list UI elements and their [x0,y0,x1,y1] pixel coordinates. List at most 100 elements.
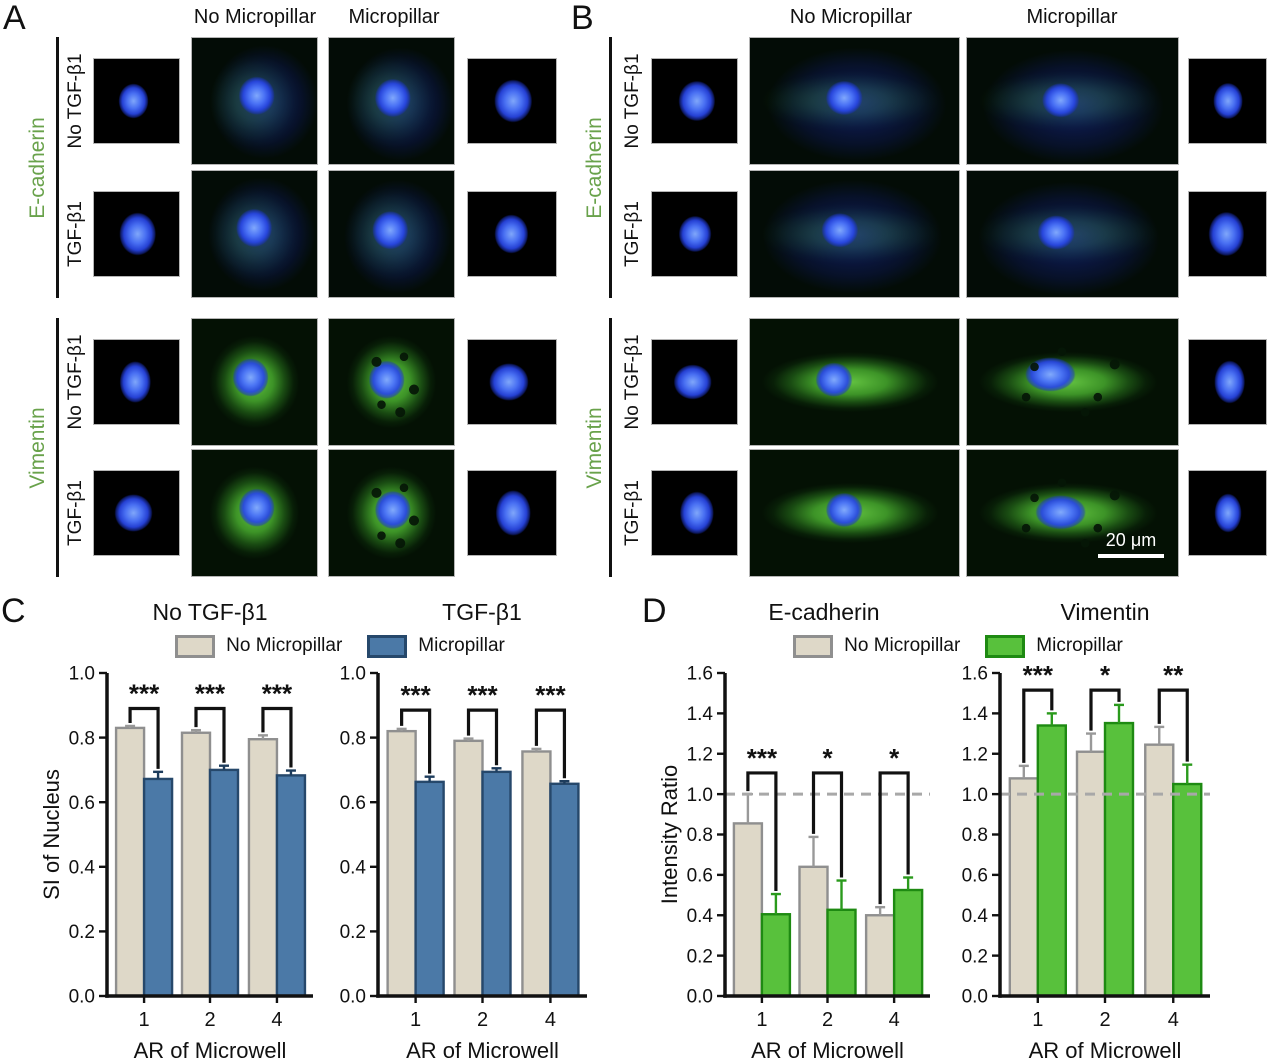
panel-a-vimentin-no-tgf-1-no-micropillar-micrograph [191,318,318,446]
panel-b-stain-label-vimentin: Vimentin [583,406,606,489]
significance-stars: *** [262,679,293,709]
significance-bracket [1157,688,1189,762]
bar-no-micropillar-ar2-no-tgf-1 [180,731,212,998]
significance-bracket [400,708,432,774]
y-tick-label: 1.0 [962,785,988,806]
bar-micropillar-ar1-no-tgf-1 [142,777,174,998]
x-tick-label: 4 [271,1009,282,1031]
panel-a-vimentin-no-tgf-1-micropillar-micrograph [328,318,455,446]
bar-no-micropillar-ar2-tgf-1 [453,739,484,998]
bar-no-micropillar-ar4-tgf-1 [521,750,552,998]
panel-b-letter: B [571,0,594,37]
micropillar-swatch [985,634,1026,658]
panel-b-vimentin-tgf-1-nucleus-thumbnail [651,470,738,556]
significance-bracket [466,708,499,766]
bar-no-micropillar-ar2-e-cadherin [798,865,829,998]
bar-no-micropillar-ar1-e-cadherin [732,822,764,998]
panel-a-letter: A [3,0,26,37]
y-tick-label: 1.6 [962,664,988,685]
y-tick-label: 1.0 [340,664,366,685]
x-tick-label: 1 [139,1009,150,1031]
significance-stars: *** [747,743,778,773]
significance-bracket [534,708,567,779]
y-tick-label: 0.0 [69,987,95,1008]
no-micropillar-swatch [793,634,834,658]
panel-a-vimentin-tgf-1-no-micropillar-micrograph [191,449,318,577]
micropillar-legend-label: Micropillar [418,635,505,656]
chart-title-no-tgf: No TGF-β1 [152,599,268,625]
panel-a-group-divider-e-cadherin [56,37,59,298]
bar-micropillar-ar1-tgf-1 [414,780,445,998]
y-tick-label: 1.4 [687,704,714,725]
panel-a-e-cadherin-no-tgf-1-micropillar-micrograph [328,37,455,165]
y-tick-label: 0.6 [340,793,366,814]
panel-a-vimentin-tgf-1-micropillar-micrograph [328,449,455,577]
no-micropillar-legend-label: No Micropillar [844,635,961,656]
y-tick-label: 0.6 [962,866,988,887]
panel-b-col-header-micropillar: Micropillar [1026,6,1118,28]
panel-a-e-cadherin-tgf-1-nucleus-thumbnail [467,191,557,277]
bar-micropillar-ar4-e-cadherin [892,888,924,998]
bar-no-micropillar-ar2-vimentin [1075,750,1107,998]
x-tick-label: 2 [1099,1009,1110,1031]
significance-bracket [746,771,778,892]
y-tick-label: 0.0 [340,987,366,1008]
y-tick-label: 0.8 [69,728,95,749]
significance-bracket [194,706,226,763]
panel-a-group-divider-vimentin [56,318,59,577]
chart-title-tgf: TGF-β1 [442,599,522,625]
y-tick-label: 0.4 [687,906,714,927]
micropillar-legend-label: Micropillar [1036,635,1123,656]
bar-micropillar-ar2-vimentin [1103,721,1135,998]
significance-stars: *** [467,680,498,710]
panel-a-col-header-no-micropillar: No Micropillar [193,6,317,28]
scale-bar-line [1098,554,1164,558]
x-axis-title: AR of Microwell [406,1038,559,1060]
significance-bracket [1022,688,1054,763]
significance-stars: *** [195,679,226,709]
bar-micropillar-ar4-vimentin [1172,782,1203,998]
x-tick-label: 1 [1032,1009,1043,1031]
x-tick-label: 4 [889,1009,900,1031]
y-tick-label: 0.8 [340,728,366,749]
panel-b-e-cadherin-tgf-1-nucleus-thumbnail [1188,191,1267,277]
x-tick-label: 2 [477,1009,488,1031]
y-tick-label: 0.6 [69,793,95,814]
bar-no-micropillar-ar1-vimentin [1008,777,1039,998]
bar-micropillar-ar4-tgf-1 [549,782,580,998]
x-tick-label: 1 [756,1009,767,1031]
significance-stars: * [889,743,900,773]
panel-b-e-cadherin-no-tgf-1-micropillar-micrograph [966,37,1179,165]
bar-no-micropillar-ar4-e-cadherin [864,914,896,998]
panel-b-e-cadherin-tgf-1-micropillar-micrograph [966,170,1179,298]
y-tick-label: 1.2 [962,744,988,765]
y-tick-label: 0.4 [69,857,96,878]
significance-stars: *** [129,679,160,709]
panel-a-vimentin-no-tgf-1-nucleus-thumbnail [93,339,180,425]
y-tick-label: 1.6 [687,664,713,685]
scale-bar-label: 20 μm [1105,530,1157,550]
chart-title-e-cadherin: E-cadherin [768,599,880,625]
significance-bracket [811,771,844,878]
bar-micropillar-ar4-no-tgf-1 [275,774,307,998]
legend-panel-d: No Micropillar Micropillar [745,633,1185,659]
no-micropillar-legend-label: No Micropillar [226,635,343,656]
x-tick-label: 2 [822,1009,833,1031]
panel-b-e-cadherin-no-tgf-1-nucleus-thumbnail [1188,58,1267,144]
y-tick-label: 0.8 [962,825,988,846]
panel-b-group-divider-e-cadherin [609,37,612,298]
micropillar-swatch [367,634,408,658]
y-tick-label: 0.8 [687,825,713,846]
panel-b-vimentin-tgf-1-nucleus-thumbnail [1188,470,1267,556]
scale-bar: 20 μm [1098,529,1164,558]
y-tick-label: 0.2 [962,946,988,967]
significance-stars: *** [1023,660,1054,690]
bar-charts-canvas: 0.0 0.2 0.4 0.6 0.8 1.0 1 2 4 AR of Microwell SI o… [39,660,1210,1060]
panel-d-letter: D [642,592,667,630]
panel-b-e-cadherin-tgf-1-no-micropillar-micrograph [749,170,960,298]
legend-panel-c: No Micropillar Micropillar [127,633,567,659]
y-tick-label: 0.2 [687,946,713,967]
y-tick-label: 0.2 [69,922,95,943]
panel-b-col-header-no-micropillar: No Micropillar [789,6,913,28]
